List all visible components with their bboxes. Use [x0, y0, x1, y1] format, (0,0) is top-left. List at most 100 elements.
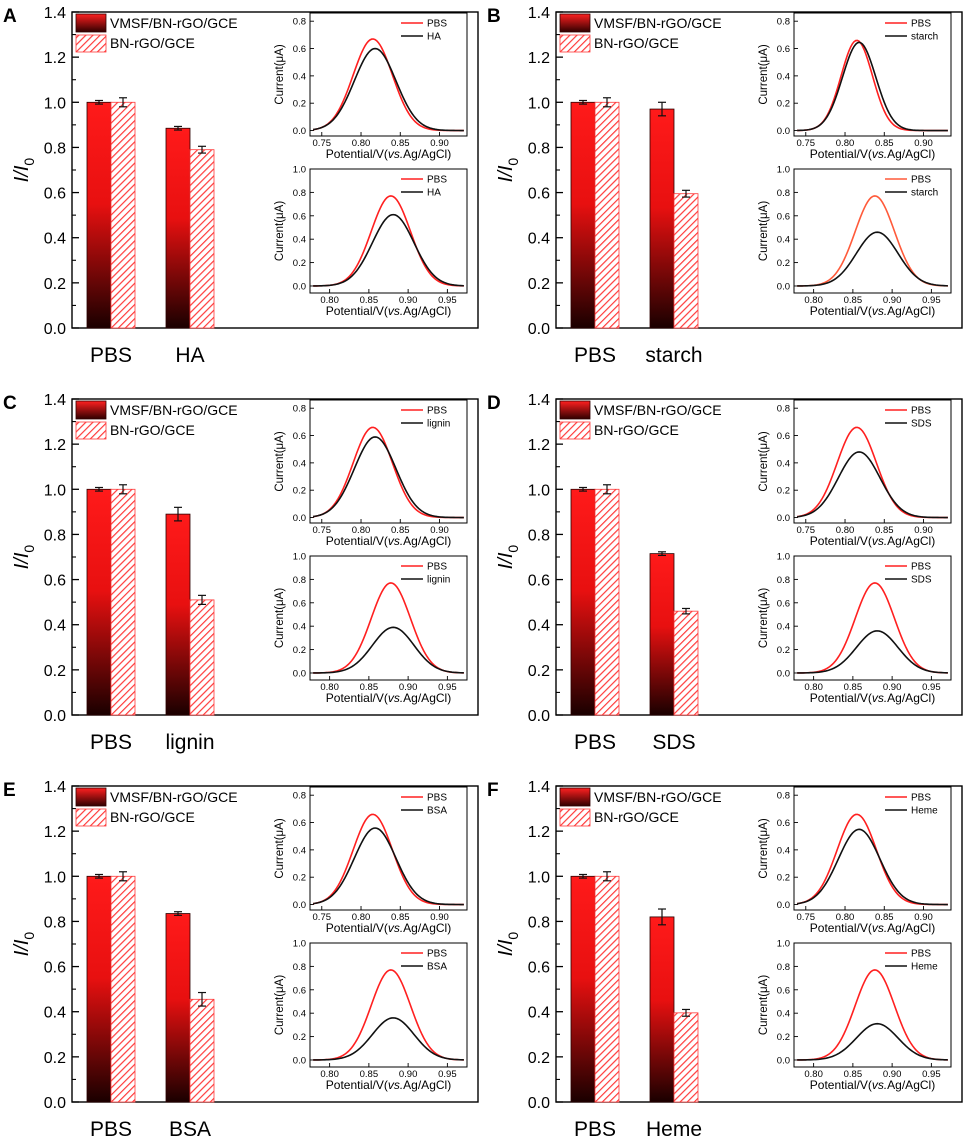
y-tick-label: 0.8 [44, 914, 66, 931]
inset-y-tick-label: 0.4 [293, 235, 306, 246]
inset-x-tick-label: 0.85 [844, 682, 863, 693]
inset-y-axis-label: Current(μA) [274, 818, 286, 878]
panel-label: C [3, 393, 17, 414]
inset-y-tick-label: 0.2 [777, 1032, 790, 1043]
curve-interferent [313, 827, 464, 906]
y-tick-label: 1.4 [44, 779, 66, 796]
bar-vmsf [86, 875, 112, 1103]
panel-label: B [487, 6, 501, 27]
inset-y-tick-label: 0.8 [293, 791, 306, 802]
y-tick-label: 1.0 [528, 95, 550, 112]
y-tick-label: 1.0 [528, 482, 550, 499]
y-tick-label: 1.0 [528, 869, 550, 886]
inset-x-label-prefix: Potential/V( [326, 147, 388, 161]
inset-x-tick-label: 0.95 [438, 1069, 457, 1080]
x-category-label: BSA [169, 1118, 211, 1141]
inset-chart-1: 0.75 0.80 0.85 0.90 0.0 0.2 0.4 0.6 0.8 Potential… [758, 399, 952, 548]
y-tick-label: 1.4 [528, 392, 550, 409]
inset-y-tick-label: 0.4 [777, 1009, 790, 1020]
bar-bn-rgo [110, 488, 136, 716]
legend-label-vmsf: VMSF/BN-rGO/GCE [110, 789, 238, 805]
inset-frame [309, 168, 468, 294]
inset-y-tick-label: 0.0 [777, 668, 790, 679]
inset-x-label-prefix: Potential/V( [326, 1078, 388, 1092]
inset-chart-2: 0.80 0.85 0.90 0.95 0.0 0.2 0.4 0.6 0.8 1.0 Potent… [274, 165, 468, 318]
y-tick-label: 0.8 [44, 140, 66, 157]
inset-y-axis-label: Current(μA) [758, 588, 770, 648]
x-category-label: PBS [574, 344, 616, 367]
legend-swatch-vmsf [559, 13, 591, 33]
inset-x-label-vs: vs. [388, 304, 403, 318]
inset-legend-label: HA [427, 188, 441, 199]
inset-x-tick-label: 0.85 [875, 525, 894, 536]
inset-y-tick-label: 0.8 [293, 962, 306, 973]
inset-x-tick-label: 0.80 [836, 525, 855, 536]
inset-y-tick-label: 0.4 [293, 1009, 306, 1020]
y-tick-label: 0.6 [528, 960, 550, 977]
inset-x-tick-label: 0.85 [391, 525, 410, 536]
inset-x-label-vs: vs. [388, 534, 403, 548]
inset-x-axis-label: Potential/V(vs.Ag/AgCl) [810, 534, 935, 548]
y-tick-label: 0.0 [528, 708, 550, 725]
inset-y-tick-label: 0.2 [293, 258, 306, 269]
inset-y-tick-label: 0.4 [777, 845, 790, 856]
inset-x-tick-label: 0.80 [352, 138, 371, 149]
inset-y-tick-label: 0.6 [777, 211, 790, 222]
y-tick-label: 0.0 [528, 321, 550, 338]
inset-y-tick-label: 1.0 [777, 165, 790, 176]
inset-frame [793, 942, 952, 1068]
y-axis-label-main: I/I [495, 939, 517, 956]
x-category-label: PBS [90, 344, 132, 367]
inset-x-label-suffix: Ag/AgCl) [887, 691, 935, 705]
inset-y-tick-label: 0.6 [293, 431, 306, 442]
panel-e: E 0.0 0.2 0.4 0.6 0.8 1.0 1.2 1.4 I/I0 PBS BSA VMSF/… [3, 779, 479, 1141]
bar-bn-rgo [189, 149, 215, 329]
inset-y-tick-label: 0.6 [777, 44, 790, 55]
y-tick-label: 1.0 [44, 95, 66, 112]
inset-x-axis-label: Potential/V(vs.Ag/AgCl) [810, 921, 935, 935]
inset-y-tick-label: 0.6 [777, 985, 790, 996]
y-tick-label: 0.6 [44, 186, 66, 203]
legend-swatch-bn-rgo [559, 808, 591, 827]
inset-y-tick-label: 0.8 [293, 17, 306, 28]
bar-vmsf [570, 488, 596, 716]
inset-x-tick-label: 0.80 [320, 295, 339, 306]
inset-x-tick-label: 0.75 [797, 138, 816, 149]
y-tick-label: 1.2 [528, 824, 550, 841]
inset-x-label-suffix: Ag/AgCl) [887, 1078, 935, 1092]
inset-x-axis-label: Potential/V(vs.Ag/AgCl) [326, 921, 451, 935]
inset-x-label-vs: vs. [872, 147, 887, 161]
panel-label: D [487, 393, 501, 414]
y-axis-label-sub: 0 [21, 158, 37, 166]
y-tick-label: 1.0 [44, 482, 66, 499]
inset-x-axis-label: Potential/V(vs.Ag/AgCl) [810, 1078, 935, 1092]
inset-x-tick-label: 0.75 [313, 138, 332, 149]
legend-label-bn-rgo: BN-rGO/GCE [594, 809, 679, 825]
inset-x-tick-label: 0.90 [399, 1069, 418, 1080]
legend-label-bn-rgo: BN-rGO/GCE [110, 35, 195, 51]
curve-interferent [313, 47, 464, 132]
inset-x-tick-label: 0.80 [352, 525, 371, 536]
y-axis-label-main: I/I [11, 552, 33, 569]
inset-x-tick-label: 0.85 [875, 912, 894, 923]
inset-x-label-suffix: Ag/AgCl) [403, 304, 451, 318]
inset-legend-label: PBS [427, 175, 447, 186]
y-tick-label: 0.6 [44, 573, 66, 590]
inset-legend-label: BSA [427, 962, 447, 973]
y-axis-label: I/I0 [495, 545, 521, 570]
legend-label-bn-rgo: BN-rGO/GCE [594, 35, 679, 51]
inset-chart-2: 0.80 0.85 0.90 0.95 0.0 0.2 0.4 0.6 0.8 1.0 Potent… [274, 552, 468, 705]
inset-x-axis-label: Potential/V(vs.Ag/AgCl) [326, 534, 451, 548]
y-axis-label: I/I0 [11, 158, 37, 183]
legend-label-bn-rgo: BN-rGO/GCE [110, 422, 195, 438]
curve-interferent [797, 41, 948, 132]
inset-y-tick-label: 0.6 [777, 431, 790, 442]
legend-swatch-bn-rgo [559, 34, 591, 53]
inset-legend-label: PBS [911, 19, 931, 30]
inset-y-tick-label: 0.8 [777, 17, 790, 28]
inset-y-tick-label: 0.4 [293, 845, 306, 856]
inset-legend-label: BSA [427, 806, 447, 817]
y-axis-label: I/I0 [11, 932, 37, 957]
y-tick-label: 1.2 [44, 50, 66, 67]
